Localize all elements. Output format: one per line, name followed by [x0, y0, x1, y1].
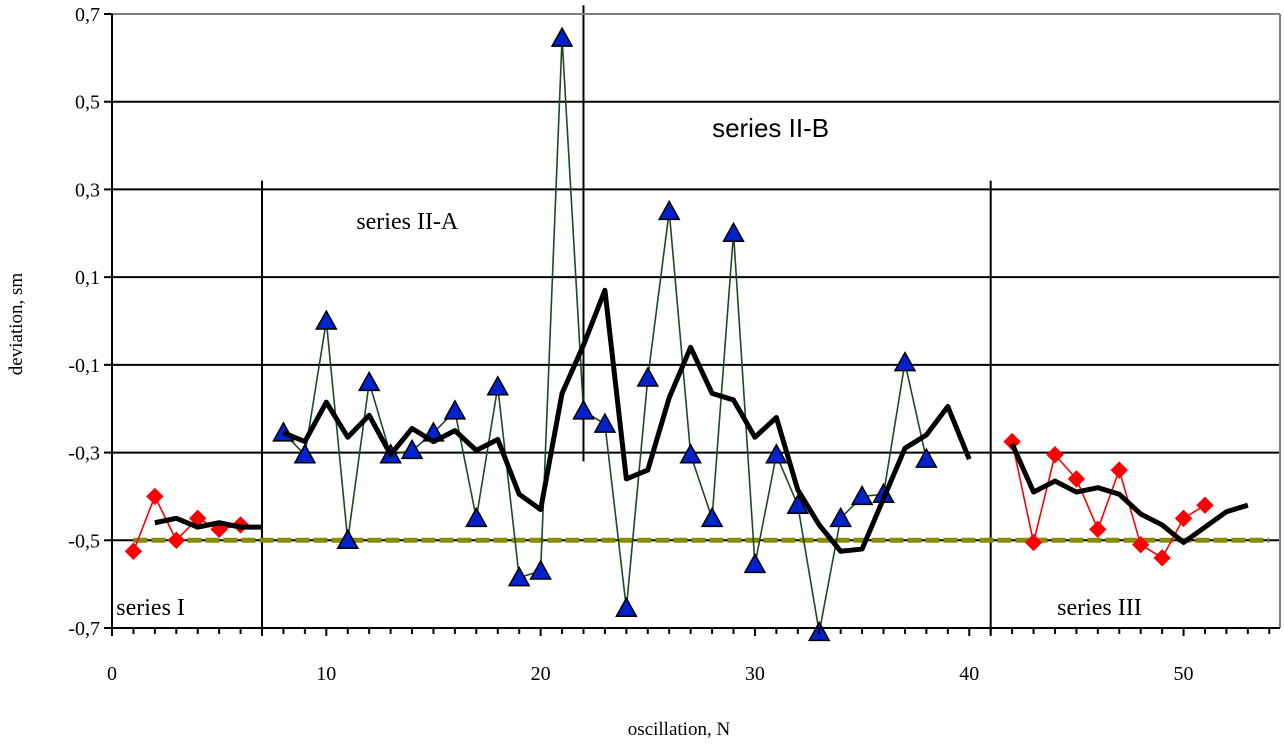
diamond-marker — [1174, 509, 1193, 528]
triangle-marker — [743, 552, 767, 574]
region-dividers — [261, 5, 992, 636]
triangle-marker — [657, 199, 681, 221]
axes: 0,7 0,5 0,3 0,1 -0,1 -0,3 -0,5 -0,7 0 10 20 30 40 50 — [68, 4, 1281, 685]
x-tick-label: 40 — [959, 663, 979, 685]
region-labels: series I series II-A series II-B series III — [116, 113, 1141, 621]
diamond-marker — [1046, 446, 1064, 464]
y-tick-label: -0,5 — [68, 530, 100, 552]
y-tick-label: 0,7 — [75, 4, 100, 26]
grid-lines — [112, 100, 1280, 542]
trend-line — [154, 515, 263, 530]
triangle-marker — [829, 506, 852, 528]
triangle-marker — [400, 438, 424, 460]
triangle-marker — [315, 309, 338, 330]
triangle-marker — [765, 443, 788, 464]
diamond-marker — [167, 531, 186, 549]
diamond-marker — [1110, 461, 1128, 479]
y-tick-label: 0,1 — [75, 267, 100, 289]
triangle-marker — [507, 566, 531, 587]
triangle-marker — [572, 399, 595, 420]
y-tick-label: -0,1 — [68, 355, 100, 377]
region-label: series III — [1057, 595, 1142, 621]
series-line — [1011, 441, 1206, 559]
x-tick-label: 30 — [745, 663, 765, 685]
trend-line — [282, 287, 972, 554]
y-tick-label: 0,5 — [75, 92, 100, 114]
triangle-marker — [850, 484, 874, 506]
y-tick-label: -0,7 — [68, 618, 100, 640]
y-tick-label: -0,3 — [68, 443, 100, 465]
triangle-marker — [786, 493, 810, 514]
x-axis-title: oscillation, N — [628, 719, 731, 740]
x-tick-label: 10 — [316, 663, 336, 685]
triangle-marker — [700, 506, 724, 528]
triangle-marker — [679, 443, 702, 464]
triangle-marker — [443, 399, 467, 420]
diamond-marker — [1196, 496, 1214, 514]
x-tick-label: 0 — [107, 663, 117, 685]
diamond-marker — [146, 487, 164, 506]
region-label: series II-B — [712, 113, 829, 143]
triangle-marker — [336, 528, 360, 550]
diamond-marker — [1067, 470, 1086, 488]
x-tick-label: 20 — [531, 663, 551, 685]
y-axis-title: deviation, sm — [6, 273, 27, 376]
region-label: series I — [116, 595, 185, 621]
triangle-marker — [293, 443, 317, 464]
triangle-marker — [615, 596, 638, 618]
triangle-marker — [893, 351, 917, 372]
triangle-marker — [636, 366, 660, 387]
triangle-marker — [357, 370, 381, 392]
triangle-marker — [722, 221, 745, 243]
trend-line — [1009, 442, 1249, 545]
diamond-marker — [1089, 520, 1107, 539]
diamond-marker — [1131, 535, 1150, 554]
triangle-marker — [550, 26, 574, 47]
region-label: series II-A — [356, 209, 459, 235]
data-series — [124, 26, 1270, 642]
series-line — [282, 37, 928, 634]
diamond-marker — [1153, 549, 1171, 567]
triangle-marker — [529, 559, 552, 580]
triangle-marker — [915, 447, 938, 468]
triangle-marker — [593, 412, 617, 433]
y-tick-label: 0,3 — [75, 179, 100, 201]
x-tick-label: 50 — [1174, 663, 1194, 685]
diamond-marker — [124, 542, 143, 560]
triangle-marker — [486, 375, 510, 396]
triangle-marker — [465, 506, 488, 528]
diamond-marker — [1024, 533, 1043, 552]
